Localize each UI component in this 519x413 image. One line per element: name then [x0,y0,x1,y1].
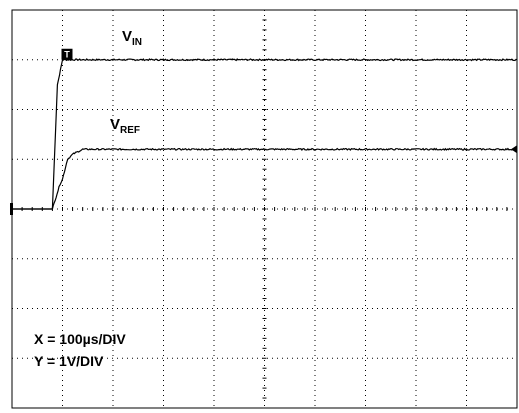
graticule-grid [11,9,518,409]
trace-vin [12,58,518,210]
vertical-scale-annotation: Y = 1V/DIV [34,353,104,369]
timebase-annotation: X = 100µs/DIV [34,331,126,347]
ref-level-marker [511,145,517,154]
ground-marker [10,203,13,215]
trace-vref [12,147,518,210]
series-label-vref: VREF [110,116,140,136]
trigger-marker [61,48,73,60]
trigger-marker-label: T [64,49,70,59]
series-label-vin: VIN [122,28,142,48]
trace-markers: T [10,48,517,215]
waveform-traces [12,58,518,210]
